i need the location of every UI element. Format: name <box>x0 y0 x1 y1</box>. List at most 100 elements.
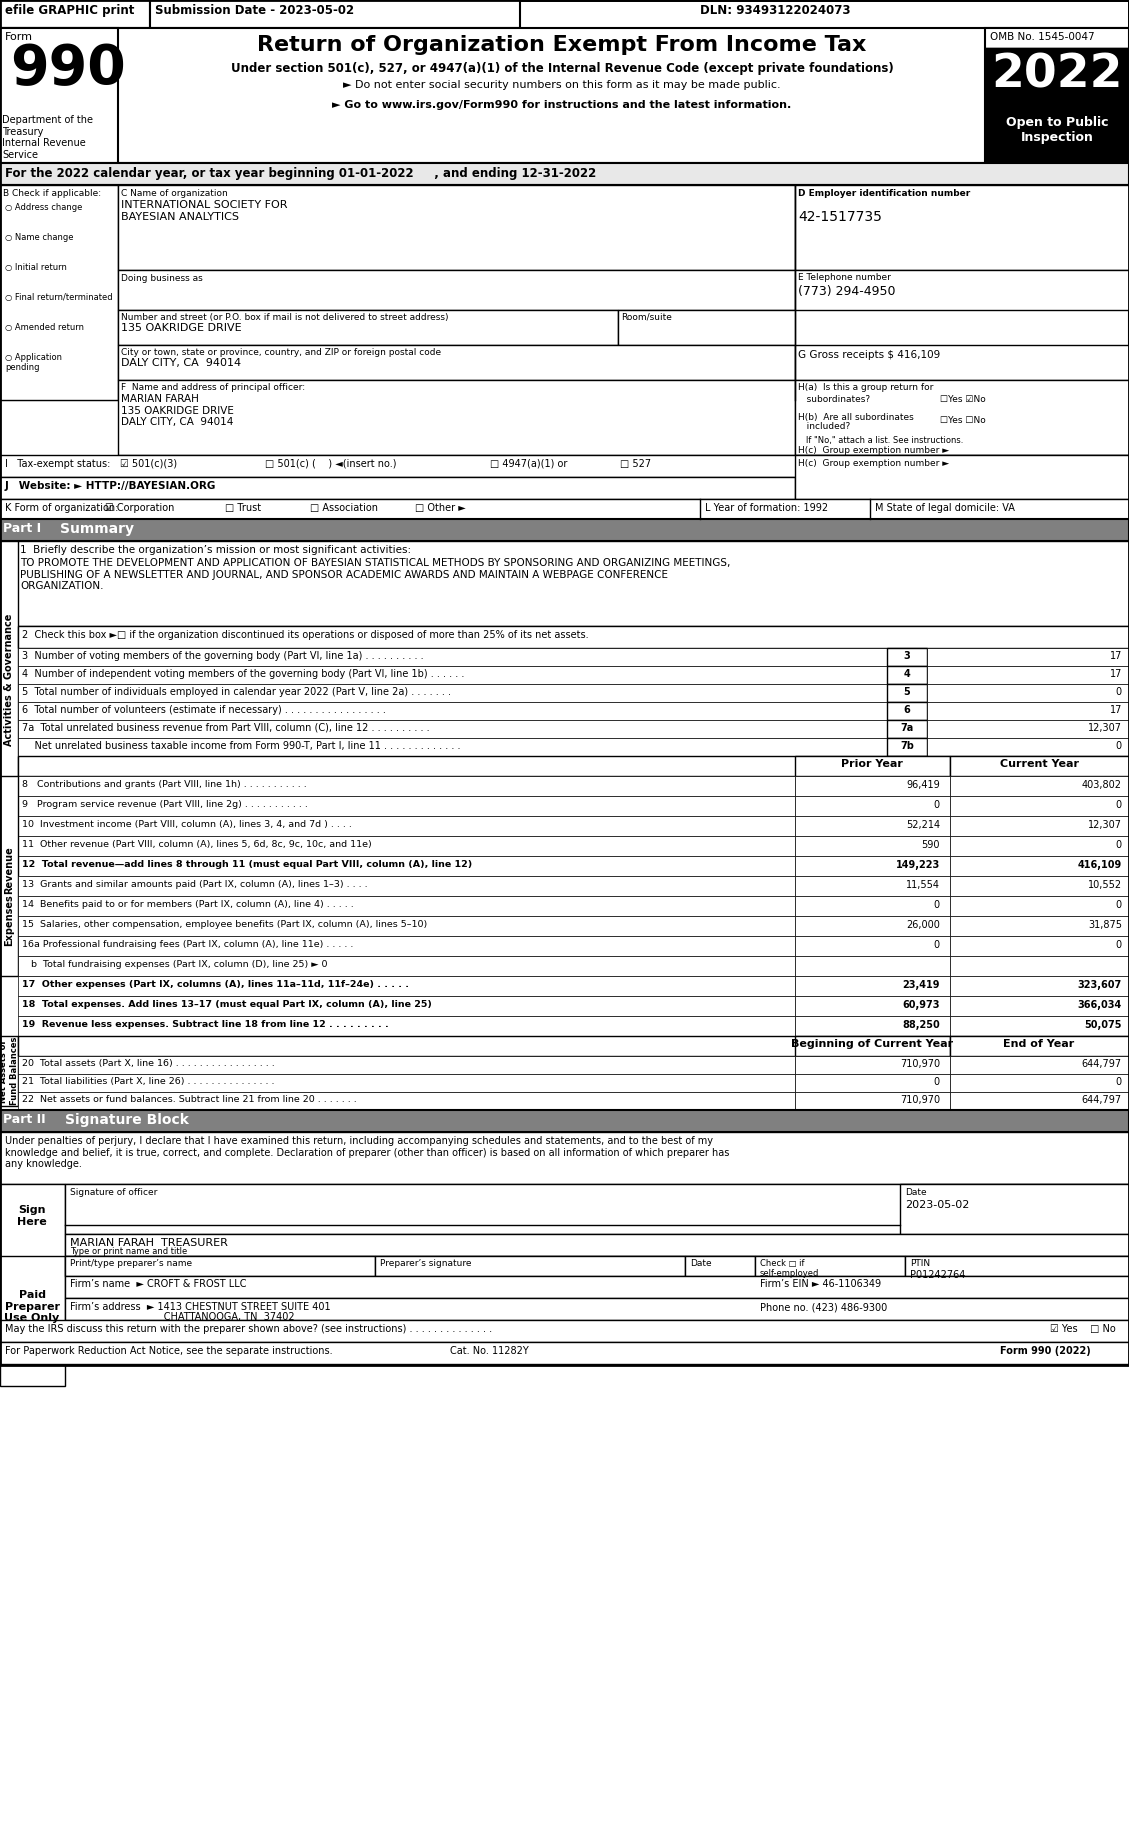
Text: 17  Other expenses (Part IX, columns (A), lines 11a–11d, 11f–24e) . . . . .: 17 Other expenses (Part IX, columns (A),… <box>21 979 409 989</box>
Bar <box>0 477 795 499</box>
Bar <box>949 856 1129 876</box>
Text: Open to Public
Inspection: Open to Public Inspection <box>1006 116 1109 144</box>
Bar <box>0 519 1129 541</box>
Text: L Year of formation: 1992: L Year of formation: 1992 <box>704 503 829 514</box>
Bar <box>18 684 887 702</box>
Text: ► Do not enter social security numbers on this form as it may be made public.: ► Do not enter social security numbers o… <box>343 79 781 91</box>
Bar <box>119 185 795 270</box>
Text: 15  Salaries, other compensation, employee benefits (Part IX, column (A), lines : 15 Salaries, other compensation, employe… <box>21 920 427 930</box>
Bar <box>0 0 1129 28</box>
Text: 6: 6 <box>903 704 910 715</box>
Bar <box>887 665 927 684</box>
Bar <box>795 1092 949 1111</box>
Text: E Telephone number: E Telephone number <box>798 274 891 283</box>
Bar <box>949 1037 1129 1055</box>
Bar <box>795 917 949 935</box>
Text: 10  Investment income (Part VIII, column (A), lines 3, 4, and 7d ) . . . .: 10 Investment income (Part VIII, column … <box>21 821 352 830</box>
Bar <box>949 896 1129 917</box>
Bar <box>795 1055 949 1074</box>
Text: Firm’s EIN ► 46-1106349: Firm’s EIN ► 46-1106349 <box>760 1279 881 1290</box>
Text: 21  Total liabilities (Part X, line 26) . . . . . . . . . . . . . . .: 21 Total liabilities (Part X, line 26) .… <box>21 1077 274 1087</box>
Text: MARIAN FARAH  TREASURER: MARIAN FARAH TREASURER <box>70 1238 228 1247</box>
Bar <box>949 817 1129 835</box>
Bar <box>927 649 1129 665</box>
Bar <box>0 499 1129 519</box>
Bar <box>795 796 949 817</box>
Bar <box>18 737 887 756</box>
Text: Current Year: Current Year <box>999 760 1078 769</box>
Text: Number and street (or P.O. box if mail is not delivered to street address): Number and street (or P.O. box if mail i… <box>121 312 448 322</box>
Text: 7b: 7b <box>900 741 914 750</box>
Text: 710,970: 710,970 <box>900 1096 940 1105</box>
Text: 3  Number of voting members of the governing body (Part VI, line 1a) . . . . . .: 3 Number of voting members of the govern… <box>21 650 423 662</box>
Text: 4  Number of independent voting members of the governing body (Part VI, line 1b): 4 Number of independent voting members o… <box>21 669 464 678</box>
Bar <box>927 737 1129 756</box>
Text: B Check if applicable:: B Check if applicable: <box>3 188 102 198</box>
Text: 6  Total number of volunteers (estimate if necessary) . . . . . . . . . . . . . : 6 Total number of volunteers (estimate i… <box>21 704 386 715</box>
Bar <box>795 756 949 776</box>
Text: 2022: 2022 <box>991 52 1122 96</box>
Bar <box>795 455 1129 499</box>
Text: Date: Date <box>905 1188 927 1198</box>
Text: Print/type preparer’s name: Print/type preparer’s name <box>70 1258 192 1268</box>
Text: 0: 0 <box>934 900 940 909</box>
Text: F  Name and address of principal officer:: F Name and address of principal officer: <box>121 383 305 392</box>
Text: H(c)  Group exemption number ►: H(c) Group exemption number ► <box>798 445 949 455</box>
Text: 0: 0 <box>1115 687 1122 697</box>
Text: 31,875: 31,875 <box>1088 920 1122 930</box>
Text: Form: Form <box>5 31 33 43</box>
Text: Part II: Part II <box>3 1112 45 1125</box>
Bar <box>18 702 887 721</box>
Bar <box>949 917 1129 935</box>
Bar <box>949 796 1129 817</box>
Text: 8   Contributions and grants (Part VIII, line 1h) . . . . . . . . . . .: 8 Contributions and grants (Part VIII, l… <box>21 780 307 789</box>
Text: K Form of organization:: K Form of organization: <box>5 503 119 514</box>
Bar <box>795 817 949 835</box>
Text: 135 OAKRIDGE DRIVE: 135 OAKRIDGE DRIVE <box>121 323 242 333</box>
Text: □ 501(c) (    ) ◄(insert no.): □ 501(c) ( ) ◄(insert no.) <box>265 458 396 469</box>
Bar <box>375 1257 685 1275</box>
Text: ☑ Yes    □ No: ☑ Yes □ No <box>1050 1323 1115 1334</box>
Text: 14  Benefits paid to or for members (Part IX, column (A), line 4) . . . . .: 14 Benefits paid to or for members (Part… <box>21 900 353 909</box>
Bar <box>887 737 927 756</box>
Text: 50,075: 50,075 <box>1085 1020 1122 1029</box>
Bar <box>795 876 949 896</box>
Text: ► Go to www.irs.gov/Form990 for instructions and the latest information.: ► Go to www.irs.gov/Form990 for instruct… <box>332 100 791 111</box>
Text: Signature Block: Signature Block <box>65 1112 189 1127</box>
Text: Activities & Governance: Activities & Governance <box>5 614 14 747</box>
Text: 22  Net assets or fund balances. Subtract line 21 from line 20 . . . . . . .: 22 Net assets or fund balances. Subtract… <box>21 1096 357 1103</box>
Bar <box>18 756 1129 776</box>
Bar <box>949 935 1129 955</box>
Text: TO PROMOTE THE DEVELOPMENT AND APPLICATION OF BAYESIAN STATISTICAL METHODS BY SP: TO PROMOTE THE DEVELOPMENT AND APPLICATI… <box>20 558 730 591</box>
Text: 0: 0 <box>1115 941 1122 950</box>
Text: PTIN: PTIN <box>910 1258 930 1268</box>
Bar <box>0 28 1129 163</box>
Bar <box>949 976 1129 996</box>
Bar <box>119 310 618 346</box>
Text: 0: 0 <box>1115 1077 1122 1087</box>
Bar <box>949 1092 1129 1111</box>
Bar <box>18 976 795 996</box>
Text: DLN: 93493122024073: DLN: 93493122024073 <box>700 4 850 17</box>
Text: Phone no. (423) 486-9300: Phone no. (423) 486-9300 <box>760 1303 887 1312</box>
Text: 12,307: 12,307 <box>1088 821 1122 830</box>
Text: 12,307: 12,307 <box>1088 723 1122 734</box>
Bar <box>0 28 119 163</box>
Bar <box>18 1037 1129 1055</box>
Text: 7a: 7a <box>900 723 913 734</box>
Text: 9   Program service revenue (Part VIII, line 2g) . . . . . . . . . . .: 9 Program service revenue (Part VIII, li… <box>21 800 308 809</box>
Text: 2  Check this box ►□ if the organization discontinued its operations or disposed: 2 Check this box ►□ if the organization … <box>21 630 588 639</box>
Text: □ Association: □ Association <box>310 503 378 514</box>
Text: 18  Total expenses. Add lines 13–17 (must equal Part IX, column (A), line 25): 18 Total expenses. Add lines 13–17 (must… <box>21 1000 432 1009</box>
Bar <box>0 776 18 976</box>
Text: Summary: Summary <box>60 521 134 536</box>
Text: Department of the
Treasury
Internal Revenue
Service: Department of the Treasury Internal Reve… <box>2 115 93 159</box>
Text: CHATTANOOGA, TN  37402: CHATTANOOGA, TN 37402 <box>70 1312 295 1321</box>
Text: P01242764: P01242764 <box>910 1270 965 1281</box>
Text: INTERNATIONAL SOCIETY FOR
BAYESIAN ANALYTICS: INTERNATIONAL SOCIETY FOR BAYESIAN ANALY… <box>121 200 288 222</box>
Text: H(c)  Group exemption number ►: H(c) Group exemption number ► <box>798 458 949 468</box>
Text: Doing business as: Doing business as <box>121 274 203 283</box>
Text: 42-1517735: 42-1517735 <box>798 211 882 224</box>
Bar <box>0 0 150 28</box>
Bar <box>887 702 927 721</box>
